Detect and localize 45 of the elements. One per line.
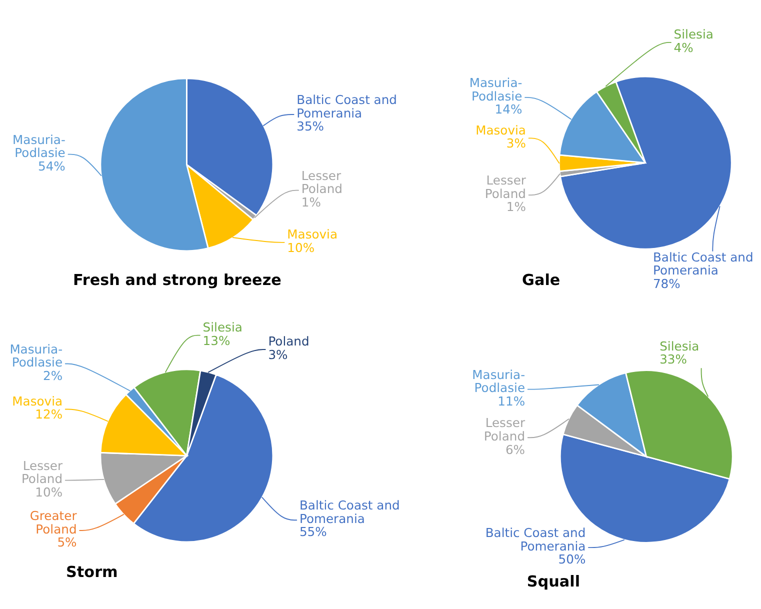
text: Fresh and strong breeze	[73, 271, 282, 290]
slice-label: Masuria-Podlasie	[469, 76, 522, 104]
data-label: 54%	[38, 159, 66, 174]
data-label: 50%	[558, 552, 586, 567]
data-label: 1%	[506, 200, 526, 214]
slice-label: Silesia	[660, 339, 700, 354]
data-label: 10%	[287, 240, 315, 255]
slice-label: Lesser Poland	[484, 416, 526, 444]
slice-label: Baltic Coast and Pomerania	[652, 250, 754, 278]
data-label: 13%	[202, 334, 230, 348]
text: Gale	[522, 271, 560, 290]
data-label: 6%	[505, 442, 526, 457]
slice-label: Baltic Coast and Pomerania	[485, 526, 586, 554]
slice-label: Masovia	[287, 228, 338, 242]
text: Storm	[66, 562, 118, 581]
data-label: 5%	[57, 536, 78, 550]
pie-slice	[560, 76, 732, 250]
data-label: 33%	[660, 352, 688, 367]
data-label: 78%	[652, 276, 681, 291]
data-label: 2%	[43, 368, 63, 383]
data-label: 14%	[494, 102, 522, 117]
data-label: 35%	[296, 120, 324, 134]
data-label: 3%	[506, 136, 526, 151]
slice-label: Masuria-Podlasie	[10, 342, 63, 370]
slice-label: Lesser Poland	[484, 174, 527, 201]
data-label: 10%	[35, 485, 63, 500]
slice-label: Lesser Poland	[301, 168, 342, 196]
data-label: 4%	[674, 40, 694, 55]
slice-label: Masuria-Podlasie	[12, 132, 66, 160]
data-label: 1%	[301, 195, 322, 210]
slice-label: Masovia	[12, 394, 63, 408]
slice-label: Greater Poland	[30, 509, 78, 536]
data-label: 55%	[299, 525, 328, 540]
slice-label: Baltic Coast and Pomerania	[299, 498, 400, 526]
slice-label: Poland	[268, 334, 310, 349]
text: Squall	[526, 572, 580, 590]
slice-label: Silesia	[202, 320, 242, 335]
slice-label: Lesser Poland	[21, 458, 64, 486]
data-label: 12%	[35, 408, 63, 422]
slice-label: Silesia	[674, 28, 714, 42]
data-label: 11%	[498, 394, 526, 408]
data-label: 3%	[268, 348, 288, 362]
slice-label: Masuria-Podlasie	[472, 368, 526, 396]
slice-label: Baltic Coast and Pomerania	[296, 93, 397, 120]
slice-label: Masovia	[476, 123, 526, 138]
